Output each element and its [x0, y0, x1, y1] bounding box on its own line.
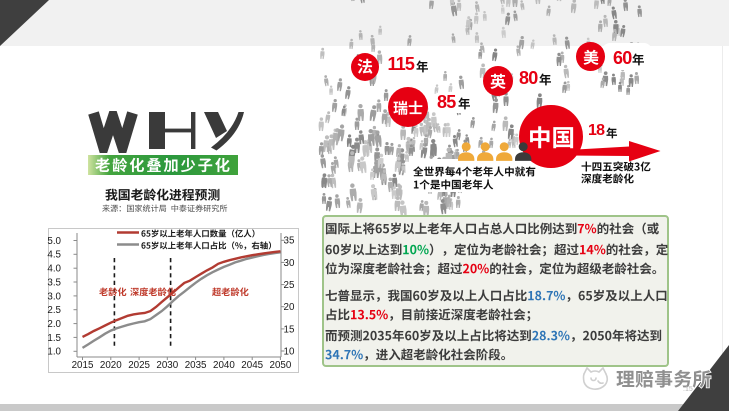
svg-text:4.0: 4.0: [47, 264, 61, 275]
svg-text:20: 20: [284, 302, 295, 313]
svg-text:2035: 2035: [185, 360, 207, 371]
svg-text:2050: 2050: [270, 360, 292, 371]
svg-text:2030: 2030: [156, 360, 178, 371]
svg-text:30: 30: [284, 258, 295, 269]
svg-text:3.0: 3.0: [47, 291, 61, 302]
svg-text:2040: 2040: [213, 360, 235, 371]
svg-text:2025: 2025: [128, 360, 150, 371]
svg-text:1.0: 1.0: [47, 347, 61, 358]
svg-text:35: 35: [284, 236, 295, 247]
svg-text:2020: 2020: [100, 360, 122, 371]
svg-text:1.5: 1.5: [47, 333, 61, 344]
svg-text:5.0: 5.0: [47, 236, 61, 247]
svg-text:2.0: 2.0: [47, 319, 61, 330]
svg-text:2.5: 2.5: [47, 305, 61, 316]
svg-text:25: 25: [284, 280, 295, 291]
svg-text:3.5: 3.5: [47, 277, 61, 288]
svg-text:2015: 2015: [72, 360, 94, 371]
svg-text:4.5: 4.5: [47, 250, 61, 261]
svg-text:10: 10: [284, 346, 295, 357]
svg-text:2045: 2045: [241, 360, 263, 371]
svg-text:15: 15: [284, 324, 295, 335]
